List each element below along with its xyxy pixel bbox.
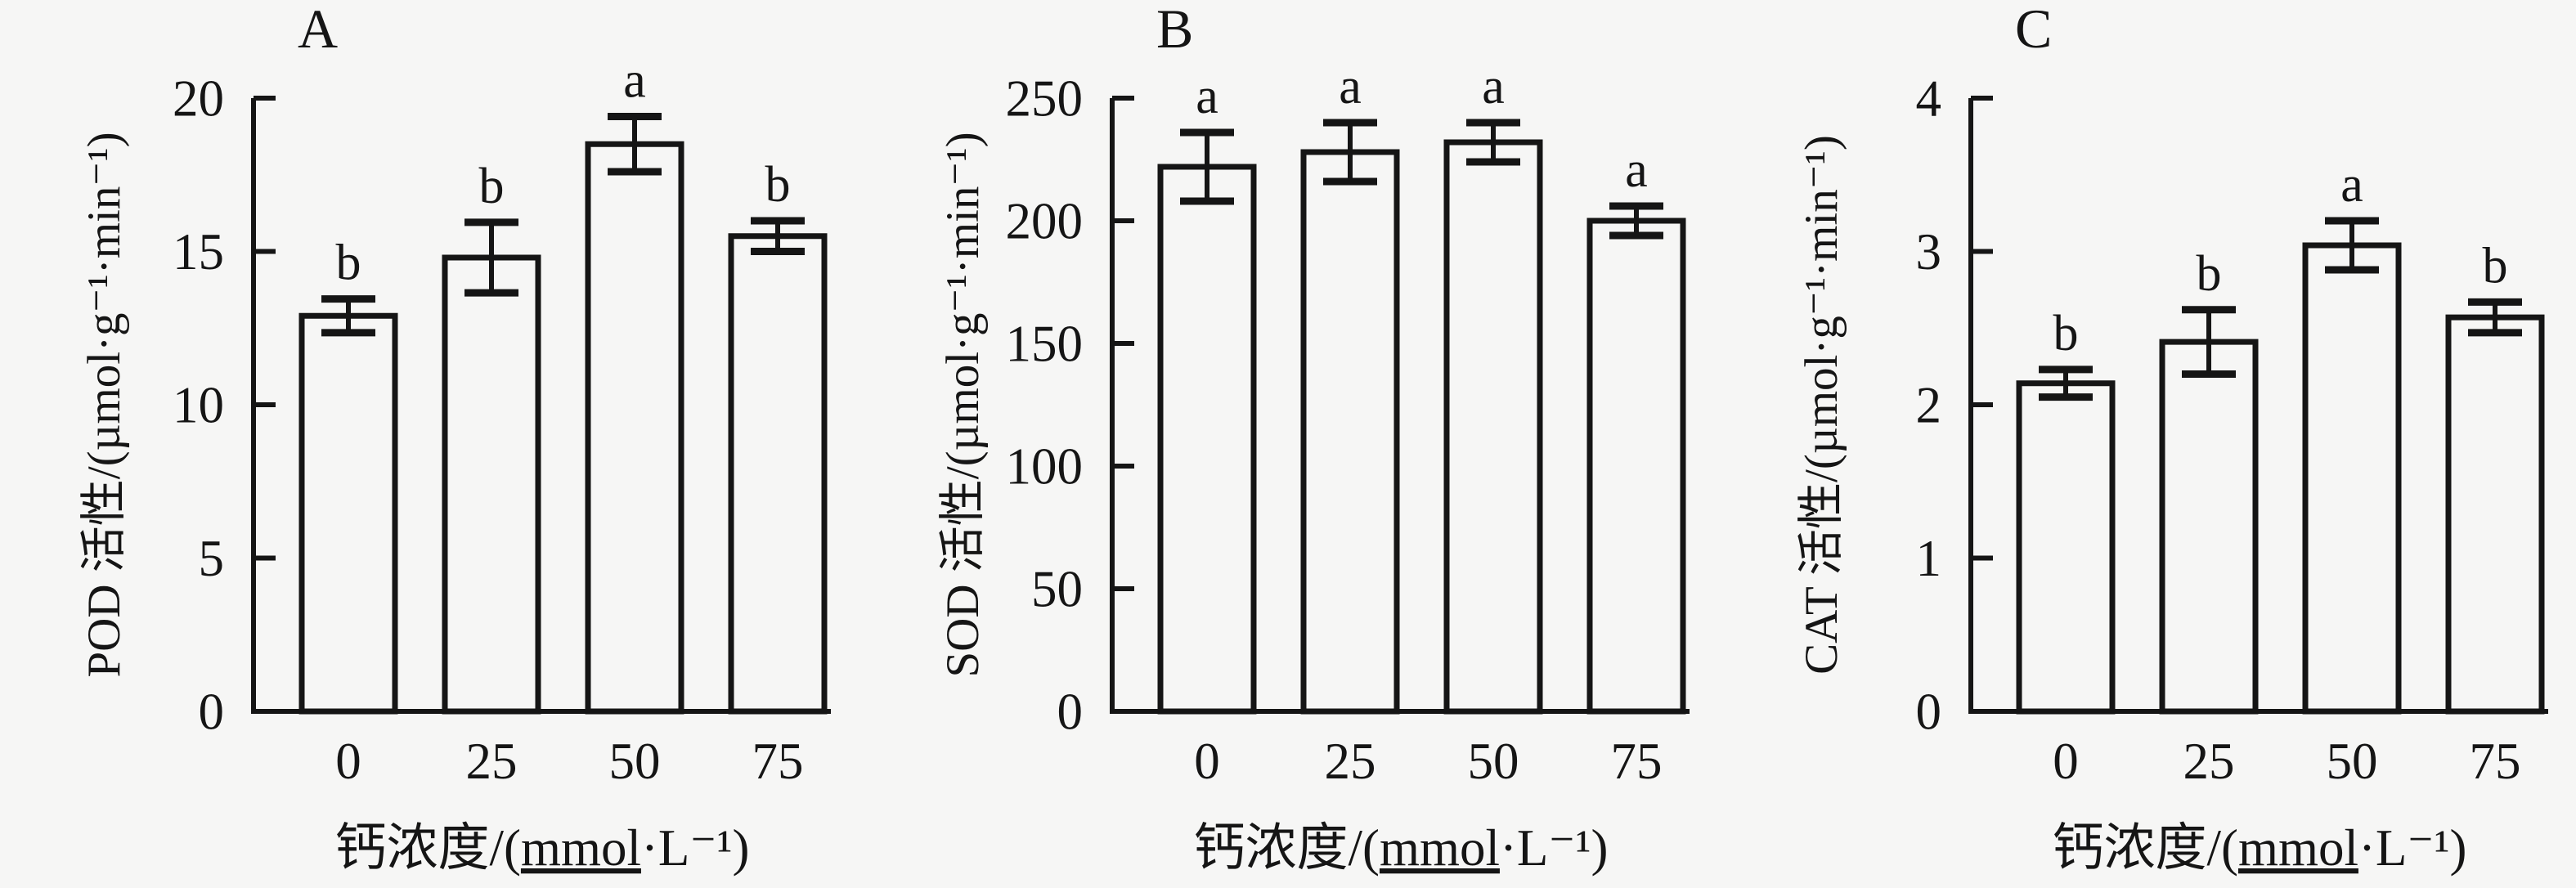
y-tick-label: 3 xyxy=(1916,223,1942,280)
y-tick-label: 50 xyxy=(1031,560,1083,617)
x-axis-title-unit: mmol xyxy=(1380,819,1500,877)
sig-letter: a xyxy=(1339,59,1362,114)
y-tick-label: 0 xyxy=(199,683,225,740)
x-tick-label: 50 xyxy=(1468,733,1519,790)
sig-letter: a xyxy=(2340,157,2363,213)
x-tick-label: 0 xyxy=(1194,733,1220,790)
x-axis-title-prefix: 钙浓度/( xyxy=(1193,819,1379,877)
bar-50 xyxy=(1443,139,1543,715)
x-axis-title-unit: mmol xyxy=(521,819,641,877)
y-tick-label: 250 xyxy=(1006,70,1084,127)
bar-0 xyxy=(1157,164,1257,715)
sod-bar-chart: B 0 50 100 150 200 250 a 0 a 25 a 50 a 75 SOD 活性/(µmol·… xyxy=(937,0,1690,877)
sig-letter: b xyxy=(2053,306,2079,361)
x-tick-label: 75 xyxy=(1611,733,1663,790)
cat-bar-chart: C 0 1 2 3 4 b 0 b 25 a 50 b 75 CAT 活性/(µmol·g⁻¹·min⁻¹)… xyxy=(1796,0,2548,877)
bar-25 xyxy=(1300,149,1400,715)
x-tick-label: 0 xyxy=(335,733,361,790)
panel-c-cat-chart: C 0 1 2 3 4 b 0 b 25 a 50 b 75 CAT 活性/(µmol·g⁻¹·min⁻¹)… xyxy=(1717,0,2576,888)
x-tick-label: 0 xyxy=(2053,733,2079,790)
panel-letter: A xyxy=(298,0,338,60)
y-tick-label: 10 xyxy=(173,376,224,433)
x-tick-label: 75 xyxy=(2470,733,2521,790)
y-tick-label: 5 xyxy=(199,530,225,587)
y-axis-title: SOD 活性/(µmol·g⁻¹·min⁻¹) xyxy=(937,132,989,677)
y-tick-label: 4 xyxy=(1916,70,1942,127)
sig-letter: b xyxy=(765,157,791,213)
y-tick-label: 150 xyxy=(1006,315,1084,372)
x-tick-label: 50 xyxy=(609,733,661,790)
bar-75 xyxy=(2445,314,2545,715)
x-axis-title-suffix: ·L⁻¹) xyxy=(641,819,750,877)
panel-letter: C xyxy=(2015,0,2052,60)
sig-letter: a xyxy=(623,53,646,109)
x-tick-label: 75 xyxy=(752,733,804,790)
bar-25 xyxy=(2159,339,2259,715)
panel-a-pod-chart: A 0 5 10 15 20 b 0 b 25 a 50 b 75 POD 活性/(µmol·g⁻¹·min… xyxy=(0,0,859,888)
y-tick-label: 0 xyxy=(1057,683,1084,740)
x-axis-title: 钙浓度/(mmol·L⁻¹) xyxy=(1193,819,1608,877)
bar-50 xyxy=(2302,242,2402,715)
sig-letter: b xyxy=(2483,238,2508,294)
x-axis-title-suffix: ·L⁻¹) xyxy=(1500,819,1609,877)
bar-75 xyxy=(1586,218,1686,715)
bar-0 xyxy=(298,312,398,715)
sig-letter: a xyxy=(1625,142,1648,198)
sig-letter: b xyxy=(479,159,505,214)
pod-bar-chart: A 0 5 10 15 20 b 0 b 25 a 50 b 75 POD 活性/(µmol·g⁻¹·min… xyxy=(79,0,831,877)
x-axis-title-unit: mmol xyxy=(2238,819,2358,877)
x-tick-label: 50 xyxy=(2327,733,2378,790)
bar-25 xyxy=(442,254,541,715)
panel-letter: B xyxy=(1156,0,1193,60)
bar-0 xyxy=(2016,380,2116,715)
y-axis-title: CAT 活性/(µmol·g⁻¹·min⁻¹) xyxy=(1796,135,1847,675)
sig-letter: a xyxy=(1482,59,1505,114)
sig-letter: a xyxy=(1196,69,1218,124)
x-axis-title-prefix: 钙浓度/( xyxy=(334,819,520,877)
y-tick-label: 1 xyxy=(1916,530,1942,587)
y-tick-label: 20 xyxy=(173,70,224,127)
y-axis-title: POD 活性/(µmol·g⁻¹·min⁻¹) xyxy=(79,132,130,677)
sig-letter: b xyxy=(336,235,361,291)
y-tick-label: 200 xyxy=(1006,192,1084,249)
x-tick-label: 25 xyxy=(466,733,518,790)
x-axis-title-prefix: 钙浓度/( xyxy=(2052,819,2237,877)
bar-75 xyxy=(728,233,828,715)
x-axis-title: 钙浓度/(mmol·L⁻¹) xyxy=(2052,819,2466,877)
x-tick-label: 25 xyxy=(1325,733,1376,790)
x-tick-label: 25 xyxy=(2183,733,2235,790)
y-tick-label: 2 xyxy=(1916,376,1942,433)
sig-letter: b xyxy=(2197,246,2222,302)
x-axis-title-suffix: ·L⁻¹) xyxy=(2358,819,2467,877)
bar-50 xyxy=(585,141,684,715)
y-tick-label: 100 xyxy=(1006,437,1084,495)
y-tick-label: 0 xyxy=(1916,683,1942,740)
panel-b-sod-chart: B 0 50 100 150 200 250 a 0 a 25 a 50 a 75 SOD 活性/(µmol·… xyxy=(859,0,1717,888)
x-axis-title: 钙浓度/(mmol·L⁻¹) xyxy=(334,819,749,877)
y-tick-label: 15 xyxy=(173,223,224,280)
